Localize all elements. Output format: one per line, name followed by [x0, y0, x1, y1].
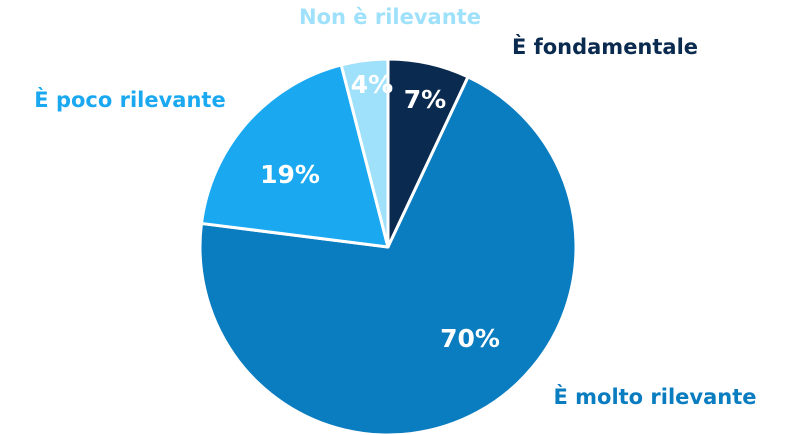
slice-value-label: 7% — [404, 85, 446, 114]
pie-slice — [339, 57, 390, 249]
slice-value-label: 4% — [351, 70, 393, 99]
slice-category-label: È molto rilevante — [553, 384, 756, 409]
slice-category-label: È poco rilevante — [34, 87, 225, 112]
slice-category-label: È fondamentale — [512, 34, 698, 59]
pie-slice — [199, 63, 390, 249]
slice-value-label: 70% — [440, 324, 500, 353]
slice-value-label: 19% — [260, 160, 320, 189]
pie-slice — [198, 75, 578, 435]
slice-category-label: Non è rilevante — [299, 5, 481, 29]
